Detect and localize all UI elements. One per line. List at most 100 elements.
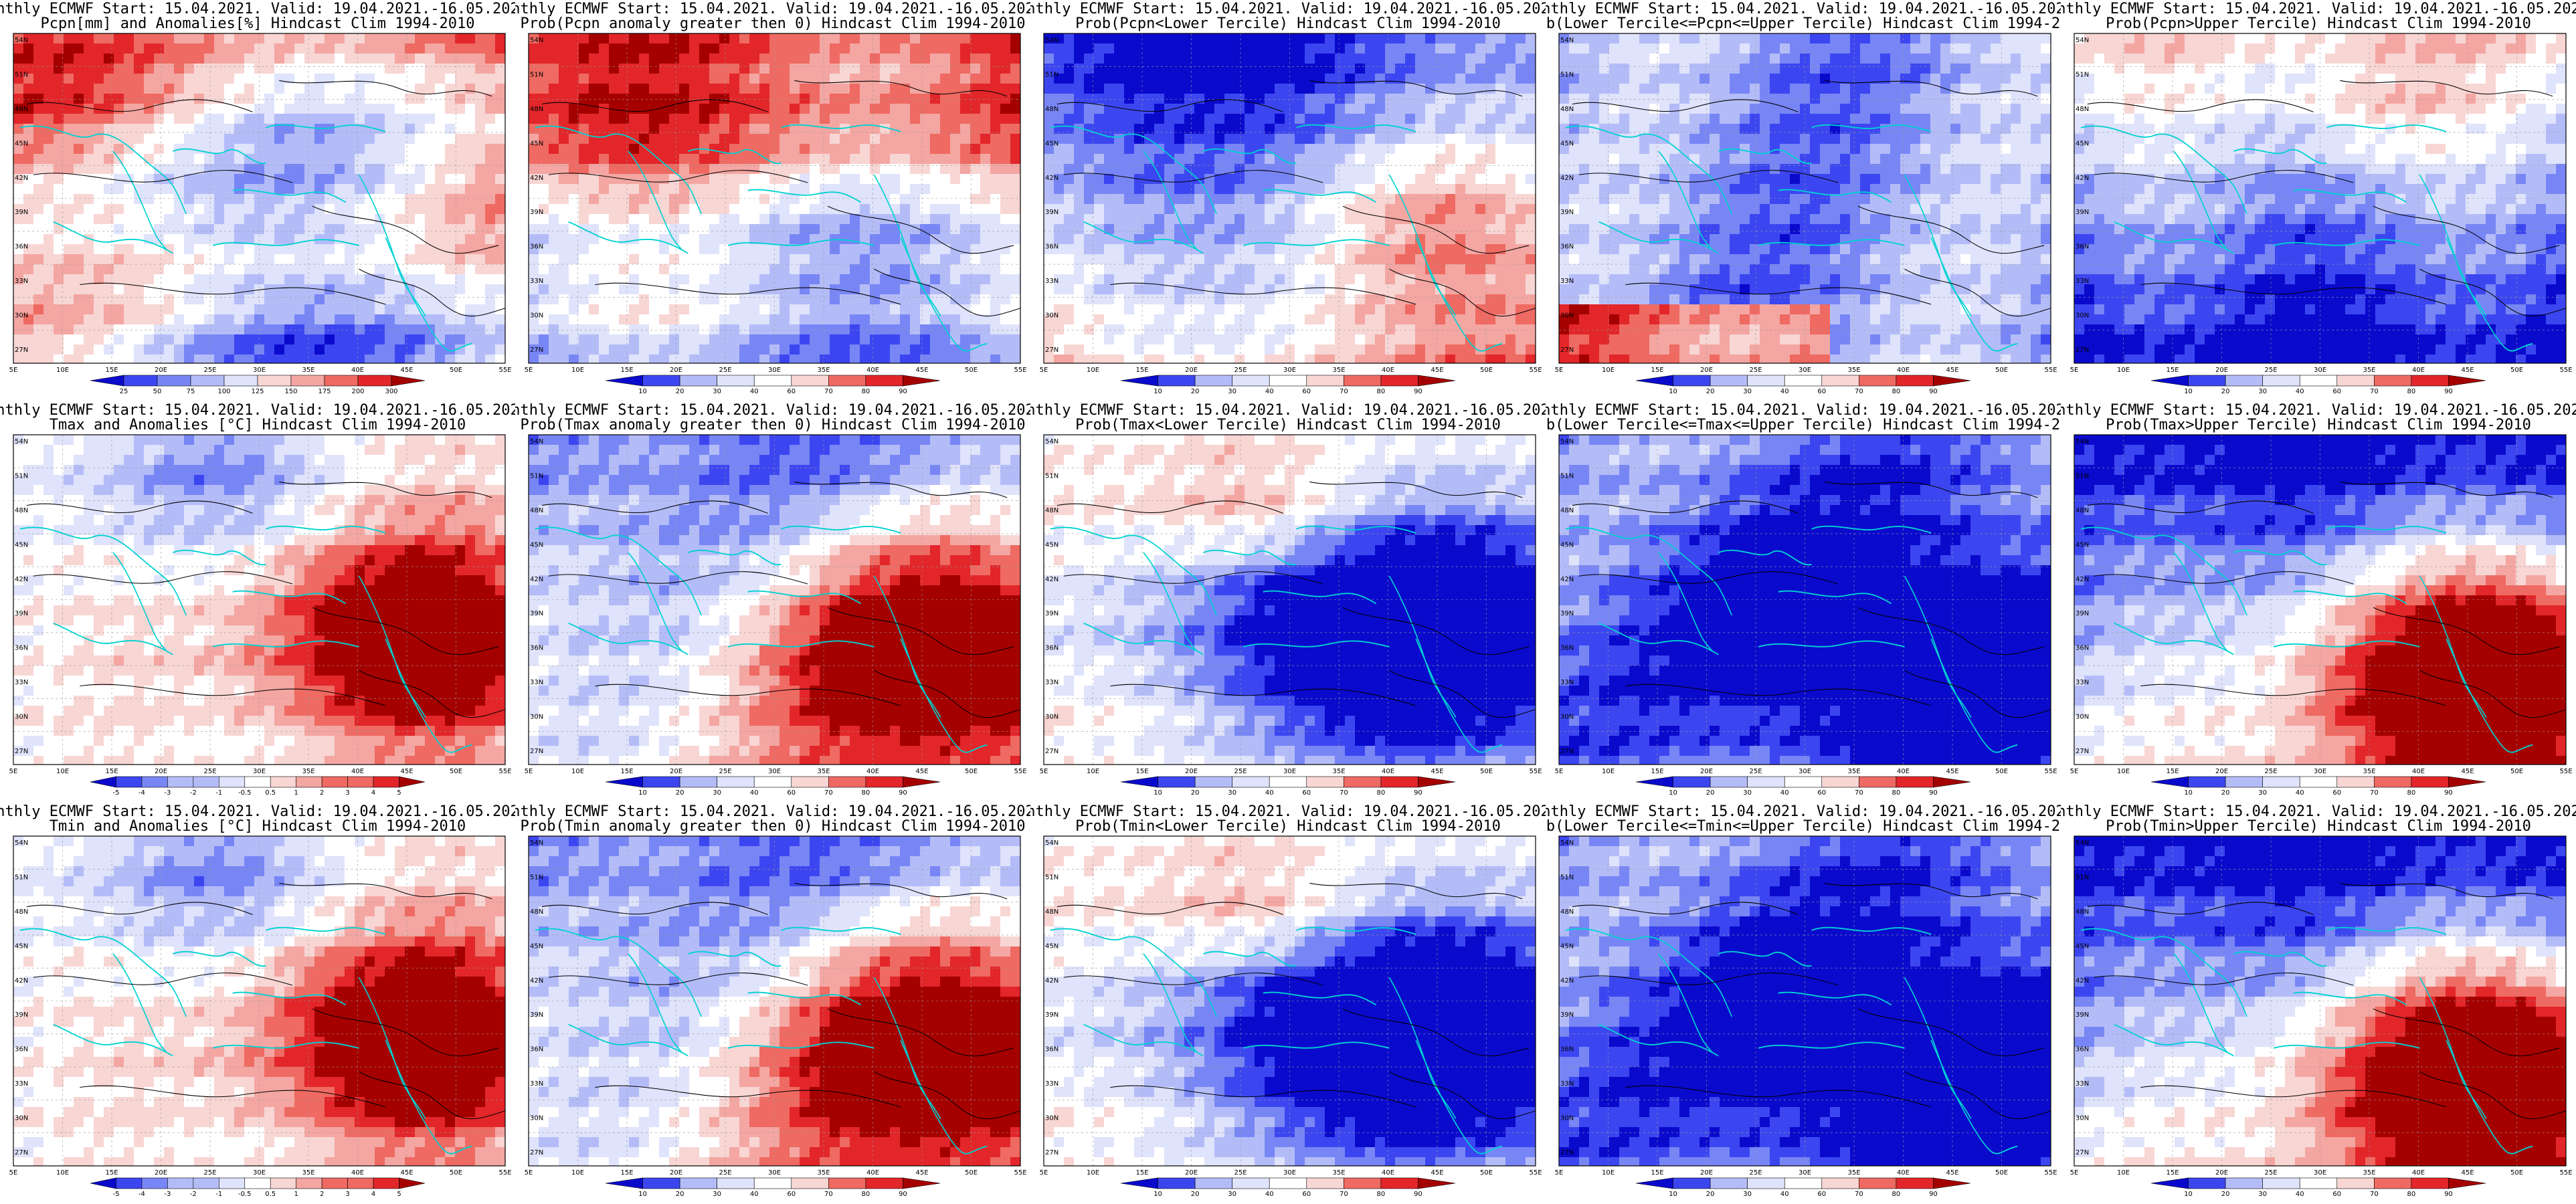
lat-tick-label: 27N bbox=[2076, 346, 2089, 354]
lon-tick-label: 5E bbox=[2070, 768, 2079, 775]
contour-line bbox=[1625, 1085, 1932, 1108]
coastline bbox=[2233, 148, 2327, 165]
lat-tick-label: 54N bbox=[1560, 37, 1574, 44]
contour-line bbox=[1110, 684, 1416, 706]
lon-tick-label: 10E bbox=[56, 1169, 69, 1177]
coastline bbox=[628, 552, 682, 651]
contour-line bbox=[1063, 571, 1323, 585]
contour-line bbox=[541, 902, 768, 915]
colorbar-tick-label: 40 bbox=[1780, 789, 1789, 797]
lon-tick-label: 50E bbox=[2510, 367, 2523, 374]
lon-tick-label: 10E bbox=[1602, 768, 1615, 775]
coastline bbox=[19, 928, 187, 1017]
colorbar-tick-label: 20 bbox=[2221, 789, 2230, 797]
lat-tick-label: 27N bbox=[15, 748, 28, 755]
lon-tick-label: 15E bbox=[1651, 768, 1663, 775]
coastline bbox=[53, 221, 173, 254]
colorbar-tick-label: 0.5 bbox=[265, 1191, 276, 1198]
colorbar-tick-label: 20 bbox=[1191, 789, 1200, 797]
lon-tick-label: 15E bbox=[105, 1169, 118, 1177]
panel-title-line1: Monthly ECMWF Start: 15.04.2021. Valid: … bbox=[2061, 402, 2576, 419]
colorbar-tick-label: 20 bbox=[676, 388, 684, 395]
lon-tick-label: 25E bbox=[719, 1169, 731, 1177]
lat-tick-label: 42N bbox=[530, 977, 543, 985]
lon-tick-label: 5E bbox=[1555, 768, 1564, 775]
panel-title-line2: Prob(Tmin>Upper Tercile) Hindcast Clim 1… bbox=[2106, 818, 2531, 835]
colorbar-tick-label: 10 bbox=[2184, 388, 2193, 395]
lat-tick-label: 54N bbox=[15, 37, 28, 44]
lon-tick-label: 35E bbox=[1332, 768, 1345, 775]
forecast-panel: Monthly ECMWF Start: 15.04.2021. Valid: … bbox=[1546, 803, 2061, 1204]
lon-tick-label: 10E bbox=[2117, 367, 2130, 374]
colorbar-tick-label: 80 bbox=[1892, 789, 1901, 797]
colorbar-tick-label: 30 bbox=[1228, 388, 1236, 395]
lat-tick-label: 48N bbox=[2076, 507, 2089, 514]
lat-tick-label: 36N bbox=[15, 645, 28, 652]
colorbar-tick-label: 40 bbox=[750, 388, 759, 395]
coastline bbox=[568, 1023, 688, 1057]
contour-line bbox=[359, 268, 505, 317]
lon-tick-label: 40E bbox=[866, 1169, 879, 1177]
colorbar-tick-label: -1 bbox=[215, 789, 222, 797]
colorbar-tick-label: 90 bbox=[1414, 388, 1422, 395]
lat-tick-label: 54N bbox=[2076, 438, 2089, 445]
panel-svg: Monthly ECMWF Start: 15.04.2021. Valid: … bbox=[0, 803, 515, 1198]
coastline bbox=[1243, 640, 1390, 647]
lat-tick-label: 36N bbox=[1560, 645, 1574, 652]
lon-tick-label: 25E bbox=[2264, 367, 2277, 374]
coastline bbox=[2446, 638, 2533, 753]
coastline bbox=[2326, 124, 2447, 132]
lon-tick-label: 35E bbox=[302, 768, 314, 775]
map-frame bbox=[13, 33, 506, 364]
contour-line bbox=[541, 500, 768, 514]
lon-tick-label: 50E bbox=[1995, 1169, 2008, 1177]
coastline bbox=[19, 526, 187, 616]
lon-tick-label: 40E bbox=[1897, 768, 1910, 775]
coastline bbox=[2293, 991, 2407, 1006]
coastline bbox=[2173, 552, 2228, 651]
lon-tick-label: 45E bbox=[400, 1169, 413, 1177]
contour-line bbox=[33, 571, 293, 585]
map-frame bbox=[1043, 835, 1536, 1167]
colorbar-tick-label: -5 bbox=[112, 789, 119, 797]
lat-tick-label: 51N bbox=[2076, 71, 2089, 78]
colorbar-tick-label: 90 bbox=[1414, 1191, 1422, 1198]
contour-line bbox=[2340, 481, 2553, 498]
lon-tick-label: 20E bbox=[2215, 1169, 2228, 1177]
colorbar-tick-label: 10 bbox=[638, 789, 647, 797]
coastline bbox=[1598, 1023, 1719, 1057]
lon-tick-label: 10E bbox=[1087, 1169, 1099, 1177]
coastline bbox=[1758, 640, 1905, 647]
colorbar-tick-label: 2 bbox=[320, 789, 324, 797]
lon-tick-label: 50E bbox=[965, 1169, 978, 1177]
contour-line bbox=[541, 99, 768, 112]
map-area bbox=[1558, 434, 2051, 765]
colorbar-tick-label: 30 bbox=[2258, 789, 2267, 797]
map-frame bbox=[1558, 33, 2051, 364]
coastline bbox=[2326, 525, 2447, 534]
coastline bbox=[1930, 638, 2018, 753]
lat-tick-label: 39N bbox=[15, 1011, 28, 1019]
lon-tick-label: 30E bbox=[2314, 1169, 2326, 1177]
colorbar-tick-label: 30 bbox=[1743, 388, 1752, 395]
lat-tick-label: 33N bbox=[15, 278, 28, 285]
colorbar-tick-label: 30 bbox=[713, 1191, 721, 1198]
colorbar-tick-label: 40 bbox=[1780, 388, 1789, 395]
lat-tick-label: 51N bbox=[530, 71, 543, 78]
lon-tick-label: 30E bbox=[1283, 768, 1296, 775]
contour-line bbox=[874, 268, 1020, 317]
lon-tick-label: 45E bbox=[400, 768, 413, 775]
lon-tick-label: 10E bbox=[1602, 1169, 1615, 1177]
lat-tick-label: 48N bbox=[15, 507, 28, 514]
lon-tick-label: 30E bbox=[1799, 367, 1811, 374]
coastline bbox=[747, 991, 861, 1006]
coastline bbox=[53, 1023, 173, 1057]
panel-title-line1: Monthly ECMWF Start: 15.04.2021. Valid: … bbox=[515, 402, 1030, 419]
contour-line bbox=[2140, 282, 2447, 305]
lat-tick-label: 48N bbox=[2076, 908, 2089, 916]
contour-line bbox=[2087, 500, 2314, 514]
colorbar-tick-label: -2 bbox=[190, 1191, 197, 1198]
map-area bbox=[2074, 835, 2567, 1167]
contour-line bbox=[1904, 1071, 2051, 1120]
lon-tick-label: 5E bbox=[525, 1169, 533, 1177]
